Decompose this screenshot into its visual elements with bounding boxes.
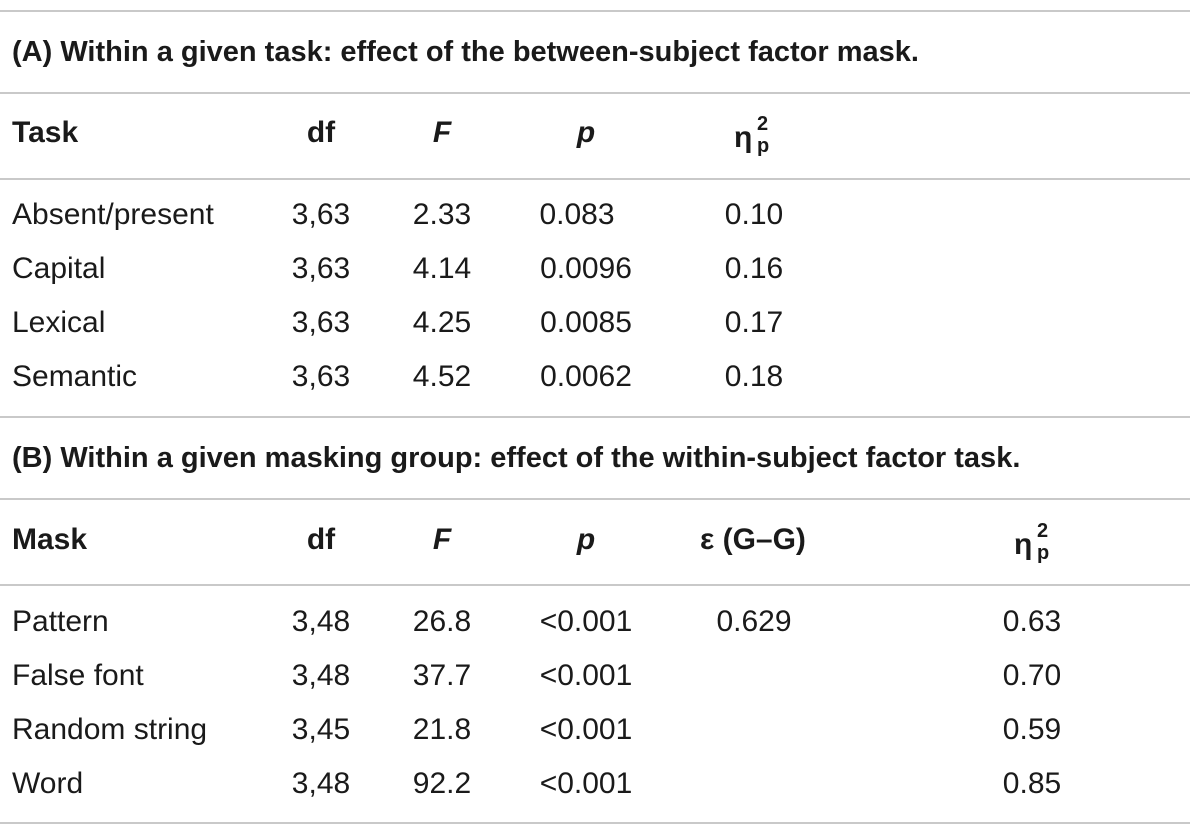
rule-b-header (0, 584, 1190, 586)
row-df: 3,63 (291, 198, 351, 231)
row-p: 0.0062 (540, 360, 632, 393)
row-label: False font (12, 659, 144, 692)
header-eta-squared: η 2 p (1014, 520, 1050, 564)
row-p: <0.001 (539, 605, 633, 638)
row-label: Lexical (12, 306, 106, 339)
rule-section-divider (0, 416, 1190, 418)
header-task: Task (12, 116, 79, 149)
rule-a-title (0, 92, 1190, 94)
row-f: 2.33 (412, 198, 472, 231)
bottom-rule (0, 822, 1190, 824)
header-epsilon: ε (G–G) (700, 523, 806, 556)
row-p: <0.001 (539, 767, 633, 800)
row-eta: 0.17 (724, 306, 784, 339)
header-df: df (306, 116, 336, 149)
row-eps: 0.629 (716, 605, 792, 638)
row-p: 0.0085 (540, 306, 632, 339)
row-eta: 0.63 (1002, 605, 1062, 638)
top-rule (0, 10, 1190, 12)
row-eta: 0.70 (1002, 659, 1062, 692)
rule-a-header (0, 178, 1190, 180)
row-eta: 0.18 (724, 360, 784, 393)
rule-b-title (0, 498, 1190, 500)
section-b-title: (B) Within a given masking group: effect… (12, 442, 1021, 474)
row-f: 21.8 (412, 713, 472, 746)
row-eta: 0.59 (1002, 713, 1062, 746)
header-f: F (432, 523, 452, 556)
row-f: 92.2 (412, 767, 472, 800)
row-p: <0.001 (539, 659, 633, 692)
row-f: 26.8 (412, 605, 472, 638)
row-label: Pattern (12, 605, 109, 638)
row-df: 3,63 (291, 306, 351, 339)
row-df: 3,63 (291, 252, 351, 285)
row-p: 0.0096 (540, 252, 632, 285)
row-label: Semantic (12, 360, 138, 393)
row-p: <0.001 (539, 713, 633, 746)
header-eta-squared: η 2 p (734, 113, 770, 157)
header-df: df (306, 523, 336, 556)
row-eta: 0.85 (1002, 767, 1062, 800)
header-p: p (576, 523, 596, 556)
row-f: 4.25 (412, 306, 472, 339)
row-df: 3,45 (291, 713, 351, 746)
row-label: Capital (12, 252, 106, 285)
row-f: 4.52 (412, 360, 472, 393)
row-df: 3,48 (291, 605, 351, 638)
row-eta: 0.10 (724, 198, 784, 231)
section-a-title: (A) Within a given task: effect of the b… (12, 36, 919, 68)
header-p: p (576, 116, 596, 149)
row-df: 3,48 (291, 659, 351, 692)
header-mask: Mask (12, 523, 88, 556)
row-f: 4.14 (412, 252, 472, 285)
header-f: F (432, 116, 452, 149)
row-label: Random string (12, 713, 208, 746)
row-p: 0.083 (539, 198, 615, 231)
row-df: 3,63 (291, 360, 351, 393)
row-label: Absent/present (12, 198, 214, 231)
row-df: 3,48 (291, 767, 351, 800)
row-eta: 0.16 (724, 252, 784, 285)
row-f: 37.7 (412, 659, 472, 692)
row-label: Word (12, 767, 84, 800)
